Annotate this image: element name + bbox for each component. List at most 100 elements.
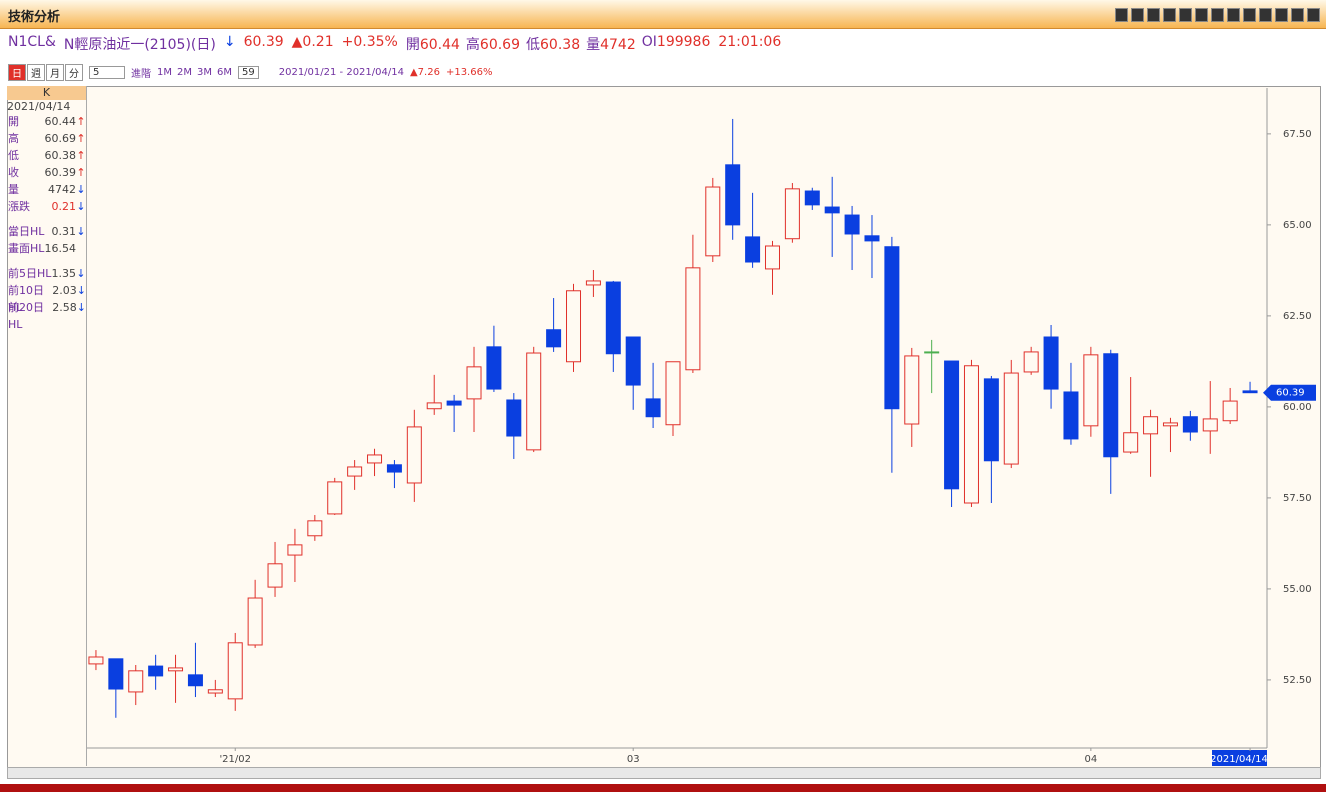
- advanced[interactable]: 進階: [131, 69, 151, 80]
- row-value: 2.58: [52, 301, 77, 314]
- quote-field: 開60.44: [406, 34, 460, 54]
- candle-body: [1103, 353, 1119, 458]
- candle-body: [187, 674, 203, 687]
- panel-row: 量 4742 ↓: [7, 181, 86, 198]
- field-value: 199986: [656, 34, 711, 50]
- candle-body: [287, 544, 303, 556]
- span: 2021/01/21 - 2021/04/14: [278, 67, 404, 78]
- candle-body: [864, 235, 880, 242]
- row-label: 漲跌: [8, 200, 30, 213]
- candle-body: [745, 236, 761, 263]
- spacer: [7, 215, 86, 223]
- x-tick-label: 2021/04/14: [1210, 754, 1268, 765]
- candle-body: [247, 597, 263, 646]
- candle-body: [367, 454, 383, 464]
- candle-body: [1182, 416, 1198, 433]
- field-label: OI: [641, 34, 657, 50]
- candle-body: [406, 426, 422, 484]
- panel-date: 2021/04/14: [7, 100, 71, 113]
- panel-header: K: [7, 86, 86, 100]
- row-label: 量: [8, 183, 19, 196]
- candle-body: [804, 190, 820, 206]
- candle-body: [585, 280, 601, 286]
- time: 21:01:06: [718, 34, 782, 50]
- window-title: 技術分析: [8, 10, 61, 25]
- row-arrow-space: [76, 240, 86, 257]
- scroll-bar[interactable]: [7, 767, 1321, 779]
- candle-body: [963, 365, 979, 504]
- title-bar: 技術分析: [0, 0, 1326, 29]
- panel-row: 開 60.44 ↑: [7, 113, 86, 130]
- x-tick-label: '21/02: [219, 754, 251, 765]
- last-price-label: 60.39: [1276, 388, 1305, 399]
- range-button[interactable]: 2M: [177, 67, 192, 78]
- candle-body: [705, 186, 721, 257]
- period-button[interactable]: 週: [27, 64, 45, 81]
- quote-fields: 開60.44 高60.69 低60.38 量4742 OI199986: [406, 34, 711, 54]
- row-label: 前20日HL: [8, 301, 44, 331]
- quote-field: OI199986: [642, 34, 711, 54]
- row-value: 4742: [48, 183, 76, 196]
- candle-body: [904, 355, 920, 425]
- panel-row: 畫面HL 16.54: [7, 240, 86, 257]
- chart-area: [7, 86, 1321, 768]
- row-arrow: ↑: [76, 132, 86, 145]
- quote-field: 量4742: [586, 34, 636, 54]
- candle-body: [168, 667, 184, 672]
- row-value: 0.31: [51, 225, 77, 238]
- row-value: 2.03: [52, 284, 77, 297]
- period-button[interactable]: 分: [65, 64, 83, 81]
- direction: ↓: [223, 34, 236, 50]
- range-button[interactable]: 6M: [217, 67, 232, 78]
- candle-body: [645, 398, 661, 418]
- candle-body: [1162, 422, 1178, 427]
- y-tick-label: 67.50: [1283, 129, 1312, 140]
- range-button[interactable]: 1M: [157, 67, 172, 78]
- panel-row: 當日HL 0.31 ↓: [7, 223, 86, 240]
- row-label: 開: [8, 115, 19, 128]
- info-panel: K 2021/04/14 開 60.44 ↑ 高 60.69 ↑ 低 60.38 ↑ 收 60.39…: [7, 86, 87, 766]
- candle-body: [526, 352, 542, 451]
- minute-select[interactable]: 5: [89, 66, 125, 79]
- candle-body: [665, 361, 681, 426]
- candle-body: [1143, 416, 1159, 435]
- row-arrow: ↑: [76, 115, 86, 128]
- candle-body: [685, 267, 701, 371]
- panel-row: 收 60.39 ↑: [7, 164, 86, 181]
- symbol: N1CL&: [8, 34, 56, 50]
- y-tick-label: 62.50: [1283, 311, 1312, 322]
- field-label: 量: [586, 37, 601, 53]
- row-label: 收: [8, 166, 19, 179]
- period-button[interactable]: 月: [46, 64, 64, 81]
- quote-field: 高60.69: [466, 34, 520, 54]
- period-button[interactable]: 日: [8, 64, 26, 81]
- candle-body: [207, 689, 223, 694]
- field-value: 4742: [600, 37, 636, 53]
- quote-line: N1CL& N輕原油近一(2105)(日) ↓ 60.39 ▲0.21 +0.3…: [8, 34, 781, 54]
- row-label: 當日HL: [8, 225, 45, 238]
- candle-body: [546, 329, 562, 348]
- x-tick-label: 04: [1084, 754, 1097, 765]
- candle-body: [88, 656, 104, 665]
- quote-field: 低60.38: [526, 34, 580, 54]
- row-arrow: ↓: [76, 267, 86, 280]
- row-arrow: ↓: [76, 200, 86, 213]
- candle-body: [486, 346, 502, 390]
- panel-row: 前20日HL 2.58 ↓: [7, 299, 86, 331]
- candle-body: [327, 481, 343, 515]
- toolbar-icons[interactable]: [1115, 8, 1320, 22]
- candle-body: [307, 520, 323, 537]
- row-arrow: ↓: [76, 301, 86, 314]
- panel-row: 低 60.38 ↑: [7, 147, 86, 164]
- row-arrow: ↑: [76, 149, 86, 162]
- candle-body: [764, 245, 780, 270]
- range-button[interactable]: 3M: [197, 67, 212, 78]
- border: [0, 784, 1326, 792]
- candle-body: [148, 665, 164, 677]
- row-arrow: ↓: [76, 183, 86, 196]
- candle-body: [1202, 418, 1218, 432]
- periods: 日週月分: [8, 64, 83, 81]
- count[interactable]: 59: [238, 66, 259, 79]
- candle-body: [924, 351, 940, 354]
